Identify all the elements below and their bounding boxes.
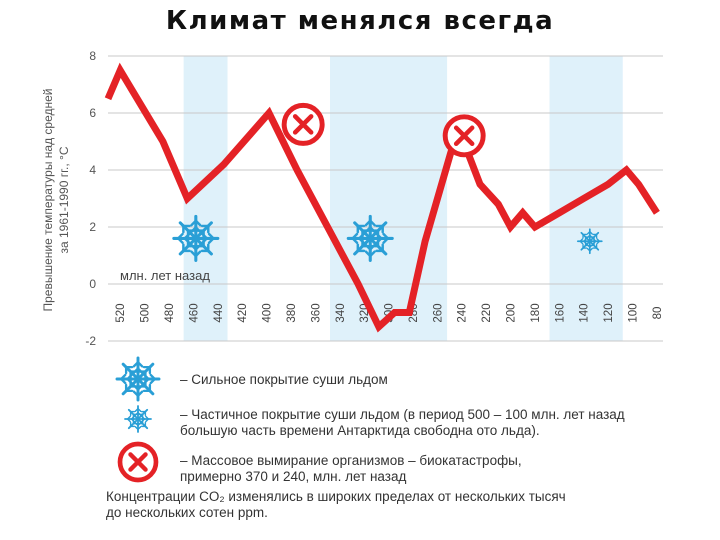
x-tick-label: 460 [188,303,200,322]
snowflake-arm [580,231,600,251]
snowflake-large-icon [115,356,161,402]
snowflake-branch [194,219,202,227]
x-tick-label: 440 [213,303,225,322]
legend-label-extinction: – Массовое вымирание организмов – биокат… [180,453,522,485]
legend-line: – Сильное покрытие суши льдом [180,372,388,387]
x-axis-label: млн. лет назад [120,268,210,283]
x-tick-label: 140 [579,303,591,322]
legend-item-strong-ice [110,356,170,407]
x-tick-label: 120 [603,303,615,322]
y-tick-label: 2 [89,220,96,234]
snowflake-branch [137,407,142,412]
snowflake-branch [369,219,376,227]
x-tick-label: 340 [335,303,347,322]
extinction-icon [281,102,325,146]
legend-item-partial-ice [110,402,170,443]
extinction-cross [453,125,475,147]
extinction-icon [117,441,159,483]
snowflake-arm [353,221,388,256]
snowflake-branch [126,415,131,420]
legend-line: – Массовое вымирание организмов – биокат… [180,453,522,468]
legend-line: большую часть времени Антарктида свободн… [180,423,540,438]
extinction-icon [442,114,486,158]
footer-note: Концентрации CO₂ изменялись в широких пр… [106,489,566,521]
extinction-cross [292,114,314,135]
x-tick-label: 360 [310,303,322,322]
snowflake-branch [190,250,198,258]
temperature-series [104,62,660,333]
chart-markers [172,102,603,262]
y-tick-label: -2 [85,334,96,348]
y-axis-label-line1: Превышение температуры над средней [41,88,55,311]
y-tick-label: 0 [89,277,96,291]
legend-label-partial-ice: – Частичное покрытие суши льдом (в перио… [180,407,625,439]
y-tick-labels: 8 6 4 2 0 -2 [85,49,96,348]
snowflake-branch [589,230,593,235]
x-tick-label: 160 [554,303,566,322]
snowflake-small-icon [124,405,152,433]
snowflake-icon [115,356,161,402]
snowflake-branch [351,232,359,240]
footer-line: до нескольких сотен ppm. [106,505,268,520]
snowflake-branch [207,237,215,244]
x-tick-label: 240 [457,303,469,322]
x-tick-label: 380 [286,303,298,322]
x-tick-label: 100 [628,303,640,322]
snowflake-branch [586,247,591,252]
snowflake-branch [134,426,139,431]
y-tick-label: 8 [89,49,96,63]
snowflake-branch [145,418,150,423]
extinction-cross [128,452,148,472]
gridlines [108,55,663,342]
snowflake-branch [136,361,144,368]
snowflake-branch [120,373,127,381]
legend-line: примерно 370 и 240, млн. лет назад [180,469,407,484]
snowflake-branch [382,237,390,244]
snowflake-icon [124,405,152,433]
snowflake-branch [132,390,140,397]
x-tick-label: 200 [506,303,518,322]
snowflake-icon [172,214,220,262]
snowflake-icon [576,228,603,255]
x-tick-label: 80 [652,307,664,320]
x-tick-label: 520 [115,303,127,322]
x-tick-label: 260 [432,303,444,322]
legend-line: – Частичное покрытие суши льдом (в перио… [180,407,625,422]
snowflake-branch [579,238,584,242]
x-tick-label: 500 [140,303,152,322]
chart-title: Климат менялся всегда [165,6,555,36]
x-tick-label: 400 [262,303,274,322]
y-axis-label-line2: за 1961-1990 гг., °С [57,146,71,253]
temperature-line [104,62,660,333]
extinction-icon [117,441,159,483]
x-tick-label: 480 [164,303,176,322]
legend-label-strong-ice: – Сильное покрытие суши льдом [180,372,388,388]
snowflake-branch [364,250,372,258]
legend-item-extinction [110,440,170,489]
footer-line: Концентрации CO₂ изменялись в широких пр… [106,489,566,504]
x-tick-label: 420 [237,303,249,322]
snowflake-arm [127,408,149,430]
snowflake-arm [178,221,213,256]
snowflake-icon [346,214,394,262]
snowflake-branch [176,232,184,240]
snowflake-branch [149,377,156,385]
x-tick-labels: 520 500 480 460 440 420 400 380 360 340 320 300 280 2… [115,303,664,322]
y-tick-label: 6 [89,106,96,120]
ice-bands [183,56,623,341]
ice-band [330,56,448,341]
snowflake-branch [596,240,601,245]
x-tick-label: 220 [481,303,493,322]
x-tick-label: 180 [530,303,542,322]
snowflake-arm [121,362,155,396]
y-tick-label: 4 [89,163,96,177]
y-axis-label: Превышение температуры над средней за 19… [41,88,71,311]
